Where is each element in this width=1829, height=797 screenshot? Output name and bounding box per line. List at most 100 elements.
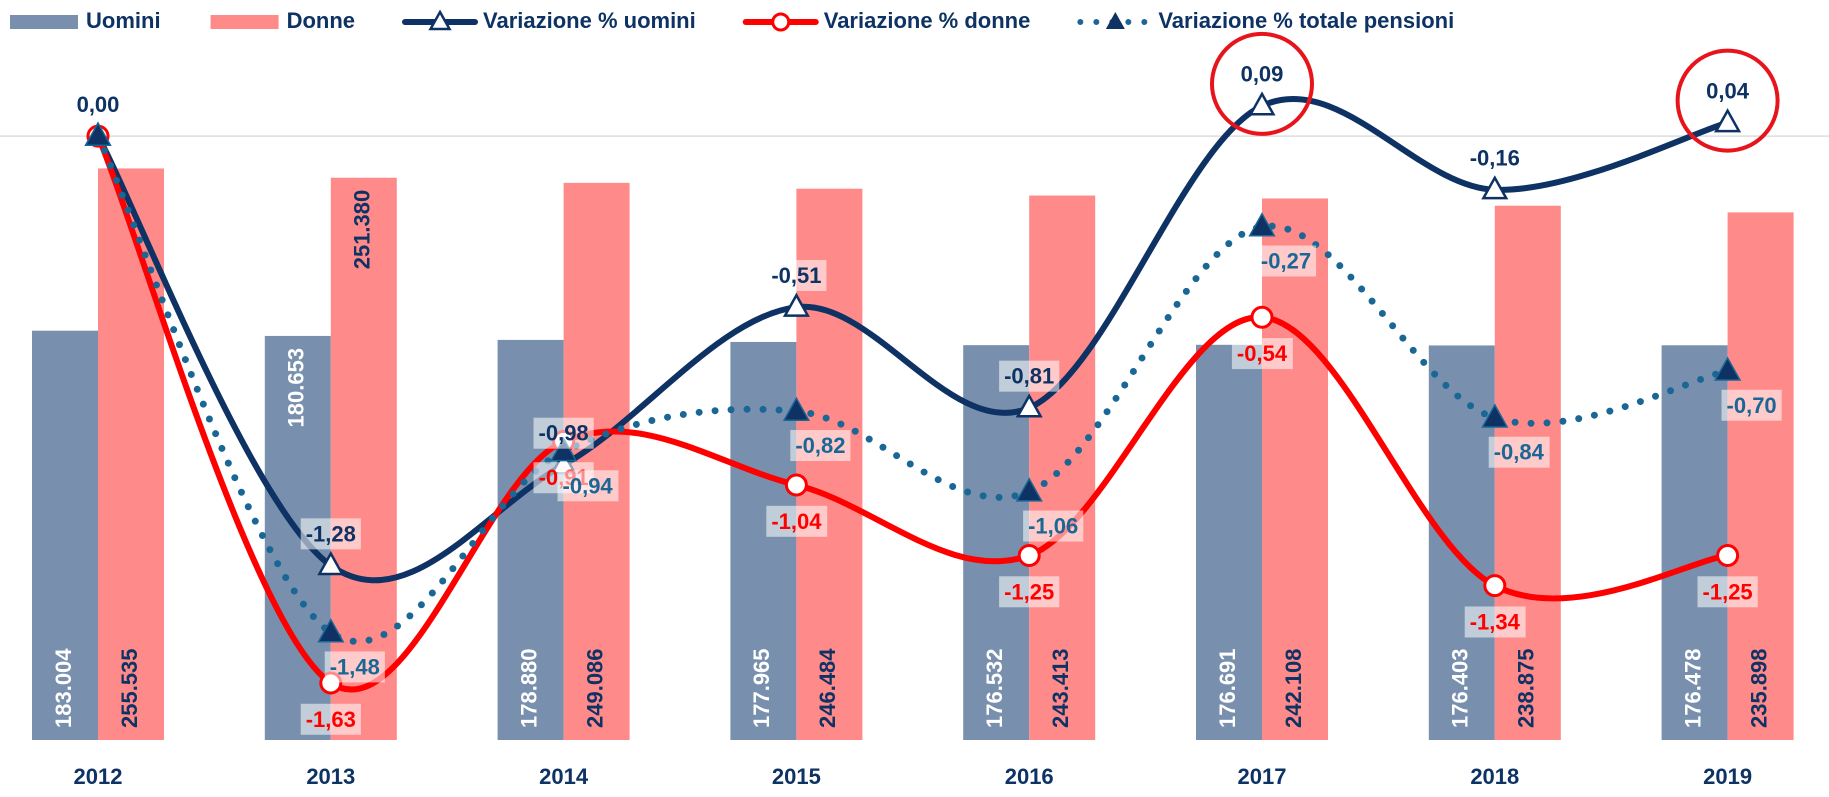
bar [1029,195,1096,740]
label-bg [1488,436,1550,468]
label-bg [1721,389,1782,421]
line-value-label: 0,04 [1706,78,1750,103]
label-bg [1701,75,1755,107]
marker [1483,574,1507,598]
legend-label: Donne [287,8,355,33]
highlight-circle [1210,31,1314,136]
line-value-label: -1,06 [1028,514,1078,539]
marker [84,121,112,146]
data-label-group: -0,51 [766,260,827,292]
marker [1015,477,1043,502]
line-value-label: -1,25 [1004,579,1054,604]
legend-marker [771,12,791,32]
data-label-group: -0,82 [790,430,851,462]
bar [1727,212,1794,740]
marker [782,292,810,317]
marker [317,550,345,576]
line-value-label: -0,98 [539,421,589,446]
bar-value-label: 243.413 [1048,648,1073,728]
bar-value-label: 176.691 [1215,648,1240,728]
line-value-label: -0,27 [1261,248,1311,273]
marker [1248,212,1276,237]
label-bg [557,470,619,502]
bar-value-label: 176.532 [982,648,1007,728]
line-value-label: -1,25 [1703,579,1753,604]
bar-value-label: 178.880 [516,648,541,728]
bar-value-label: 180.653 [284,348,309,428]
data-label-group: -0,94 [557,470,619,502]
bar-value-label: 176.403 [1448,648,1473,728]
line-value-label: 0,00 [77,92,120,117]
label-bg [533,417,594,449]
label-bg [1235,58,1289,90]
bar-value-label: 255.535 [117,648,142,728]
data-label-group: -1,28 [300,518,361,550]
x-tick-label: 2013 [306,764,355,789]
marker [1716,543,1740,567]
label-bg [1464,142,1525,174]
x-tick-label: 2016 [1005,764,1054,789]
marker [1481,403,1509,428]
line-value-label: -0,84 [1494,440,1545,465]
bar-value-label: 176.478 [1680,648,1705,728]
marker [1481,175,1509,200]
data-label-group: -0,54 [1231,338,1293,370]
line-value-label: -1,48 [330,654,380,679]
data-label-group: -1,25 [999,576,1060,608]
data-label-group: -1,06 [1023,510,1084,542]
label-bg [790,430,851,462]
bar [497,339,564,740]
line-value-label: 0,09 [1241,62,1284,87]
label-bg [300,703,361,735]
label-bg [1255,245,1317,277]
data-label-group: -1,34 [1464,606,1526,638]
marker [1015,393,1043,418]
bar [1196,344,1262,740]
x-tick-label: 2014 [539,764,589,789]
line-value-label: -0,70 [1727,393,1777,418]
marker [549,436,578,462]
label-bg [999,360,1060,392]
legend-label: Variazione % totale pensioni [1158,8,1454,33]
label-bg [766,260,827,292]
line-value-label: -1,04 [771,509,822,534]
line-value-label: -0,54 [1237,341,1288,366]
line-value-label: -0,16 [1470,146,1520,171]
line-value-label: -0,82 [795,433,845,458]
label-bg [71,88,125,120]
x-tick-label: 2018 [1470,764,1519,789]
highlight-circle [1675,48,1780,153]
marker [1714,108,1742,133]
legend-marker [428,9,452,31]
label-bg [999,576,1060,608]
data-label-group: 0,09 [1235,58,1289,90]
x-tick-label: 2017 [1238,764,1287,789]
data-label-group: -0,16 [1464,142,1525,174]
marker [1017,543,1041,567]
label-bg [1464,606,1526,638]
label-bg [300,518,361,550]
data-label-group: -1,48 [324,651,385,683]
data-label-group: -0,98 [533,417,594,449]
line-value-label: -1,63 [306,707,356,732]
data-label-group: -0,81 [999,360,1060,392]
bar-value-label: 238.875 [1514,648,1539,728]
bar [330,177,397,741]
data-label-group: -1,25 [1697,576,1758,608]
marker [1250,305,1274,329]
data-label-group: -1,04 [766,505,828,537]
bar-value-label: 183.004 [51,648,76,728]
legend-label: Uomini [86,8,161,33]
bar-value-label: 235.898 [1746,648,1771,728]
label-bg [1231,338,1293,370]
marker [782,396,811,422]
marker [1713,356,1742,381]
bar-value-label: 249.086 [582,648,607,728]
label-bg [766,505,828,537]
legend-marker [1105,12,1125,29]
bar-value-label: 242.108 [1281,648,1306,728]
x-tick-label: 2019 [1703,764,1752,789]
data-label-group: -0,70 [1721,389,1782,421]
legend-swatch [210,15,279,29]
